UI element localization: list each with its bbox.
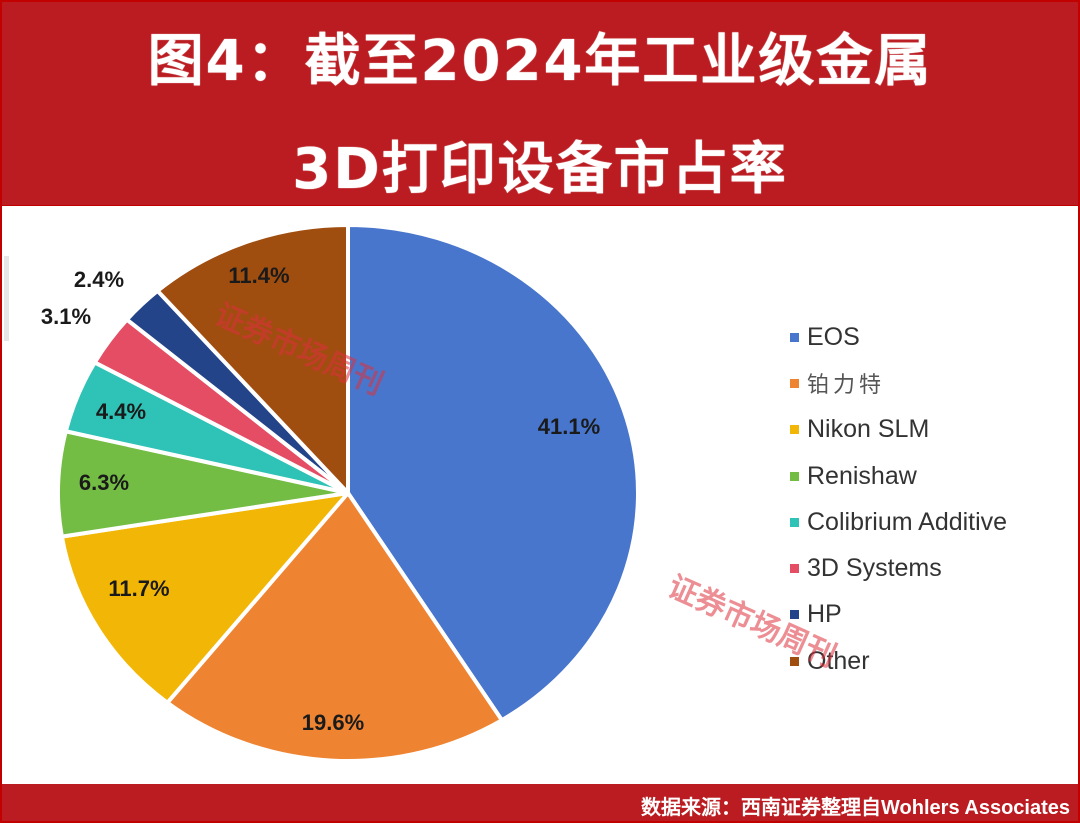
legend-label: Colibrium Additive — [807, 507, 1008, 536]
legend-item: Other — [790, 638, 1007, 684]
slice-value-label: 4.4% — [96, 399, 146, 424]
slice-value-label: 6.3% — [79, 470, 129, 495]
title-banner: 图4：截至2024年工业级金属 3D打印设备市占率 — [2, 2, 1078, 202]
pie-slice-other — [155, 223, 350, 495]
legend-label: 3D Systems — [807, 554, 942, 583]
slice-value-label: 41.1% — [538, 414, 600, 439]
legend-item: 3D Systems — [790, 545, 1007, 591]
legend-swatch-icon — [790, 610, 799, 620]
left-edge-marker — [4, 256, 9, 341]
legend-item: Colibrium Additive — [790, 499, 1007, 545]
legend-item: EOS — [790, 314, 1007, 360]
pie-slice-nikon-slm — [59, 491, 350, 705]
slice-value-label: 3.1% — [41, 304, 91, 329]
legend-swatch-icon — [790, 564, 799, 574]
legend-item: Renishaw — [790, 453, 1007, 499]
pie-slice-铂力特 — [165, 491, 504, 763]
legend-label: HP — [807, 600, 842, 629]
slice-value-label: 2.4% — [74, 267, 124, 292]
chart-area: 41.1% 19.6% 11.7% 6.3% 4.4% 3.1% 2.4% 11.4% EOS… — [2, 205, 1078, 784]
legend-swatch-icon — [790, 332, 799, 342]
legend-swatch-icon — [790, 378, 799, 388]
data-source: 数据来源：西南证券整理自Wohlers Associates — [641, 797, 1070, 819]
figure-title-line-2: 3D打印设备市占率 — [292, 137, 788, 202]
legend-label: EOS — [807, 322, 860, 351]
legend-item: 铂力特 — [790, 360, 1007, 406]
pie-chart: 41.1% 19.6% 11.7% 6.3% 4.4% 3.1% 2.4% 11.4% — [41, 223, 640, 763]
legend-swatch-icon — [790, 656, 799, 666]
legend-item: Nikon SLM — [790, 407, 1007, 453]
pie-slice-renishaw — [56, 429, 350, 539]
chart-legend: EOS 铂力特 Nikon SLM Renishaw Colibrium Additiv… — [790, 314, 1007, 684]
legend-label: Other — [807, 646, 870, 675]
figure-title-line-1: 图4：截至2024年工业级金属 — [147, 29, 933, 94]
slice-value-label: 11.4% — [228, 263, 289, 288]
legend-label: Nikon SLM — [807, 415, 930, 444]
pie-slice-eos — [346, 223, 640, 723]
legend-swatch-icon — [790, 425, 799, 435]
legend-label: Renishaw — [807, 461, 917, 490]
legend-swatch-icon — [790, 517, 799, 527]
legend-label: 铂力特 — [807, 373, 886, 399]
footer-bar: 数据来源：西南证券整理自Wohlers Associates — [2, 784, 1078, 821]
legend-swatch-icon — [790, 471, 799, 481]
legend-item: HP — [790, 592, 1007, 638]
slice-value-label: 19.6% — [302, 710, 364, 735]
slice-value-label: 11.7% — [108, 576, 169, 601]
